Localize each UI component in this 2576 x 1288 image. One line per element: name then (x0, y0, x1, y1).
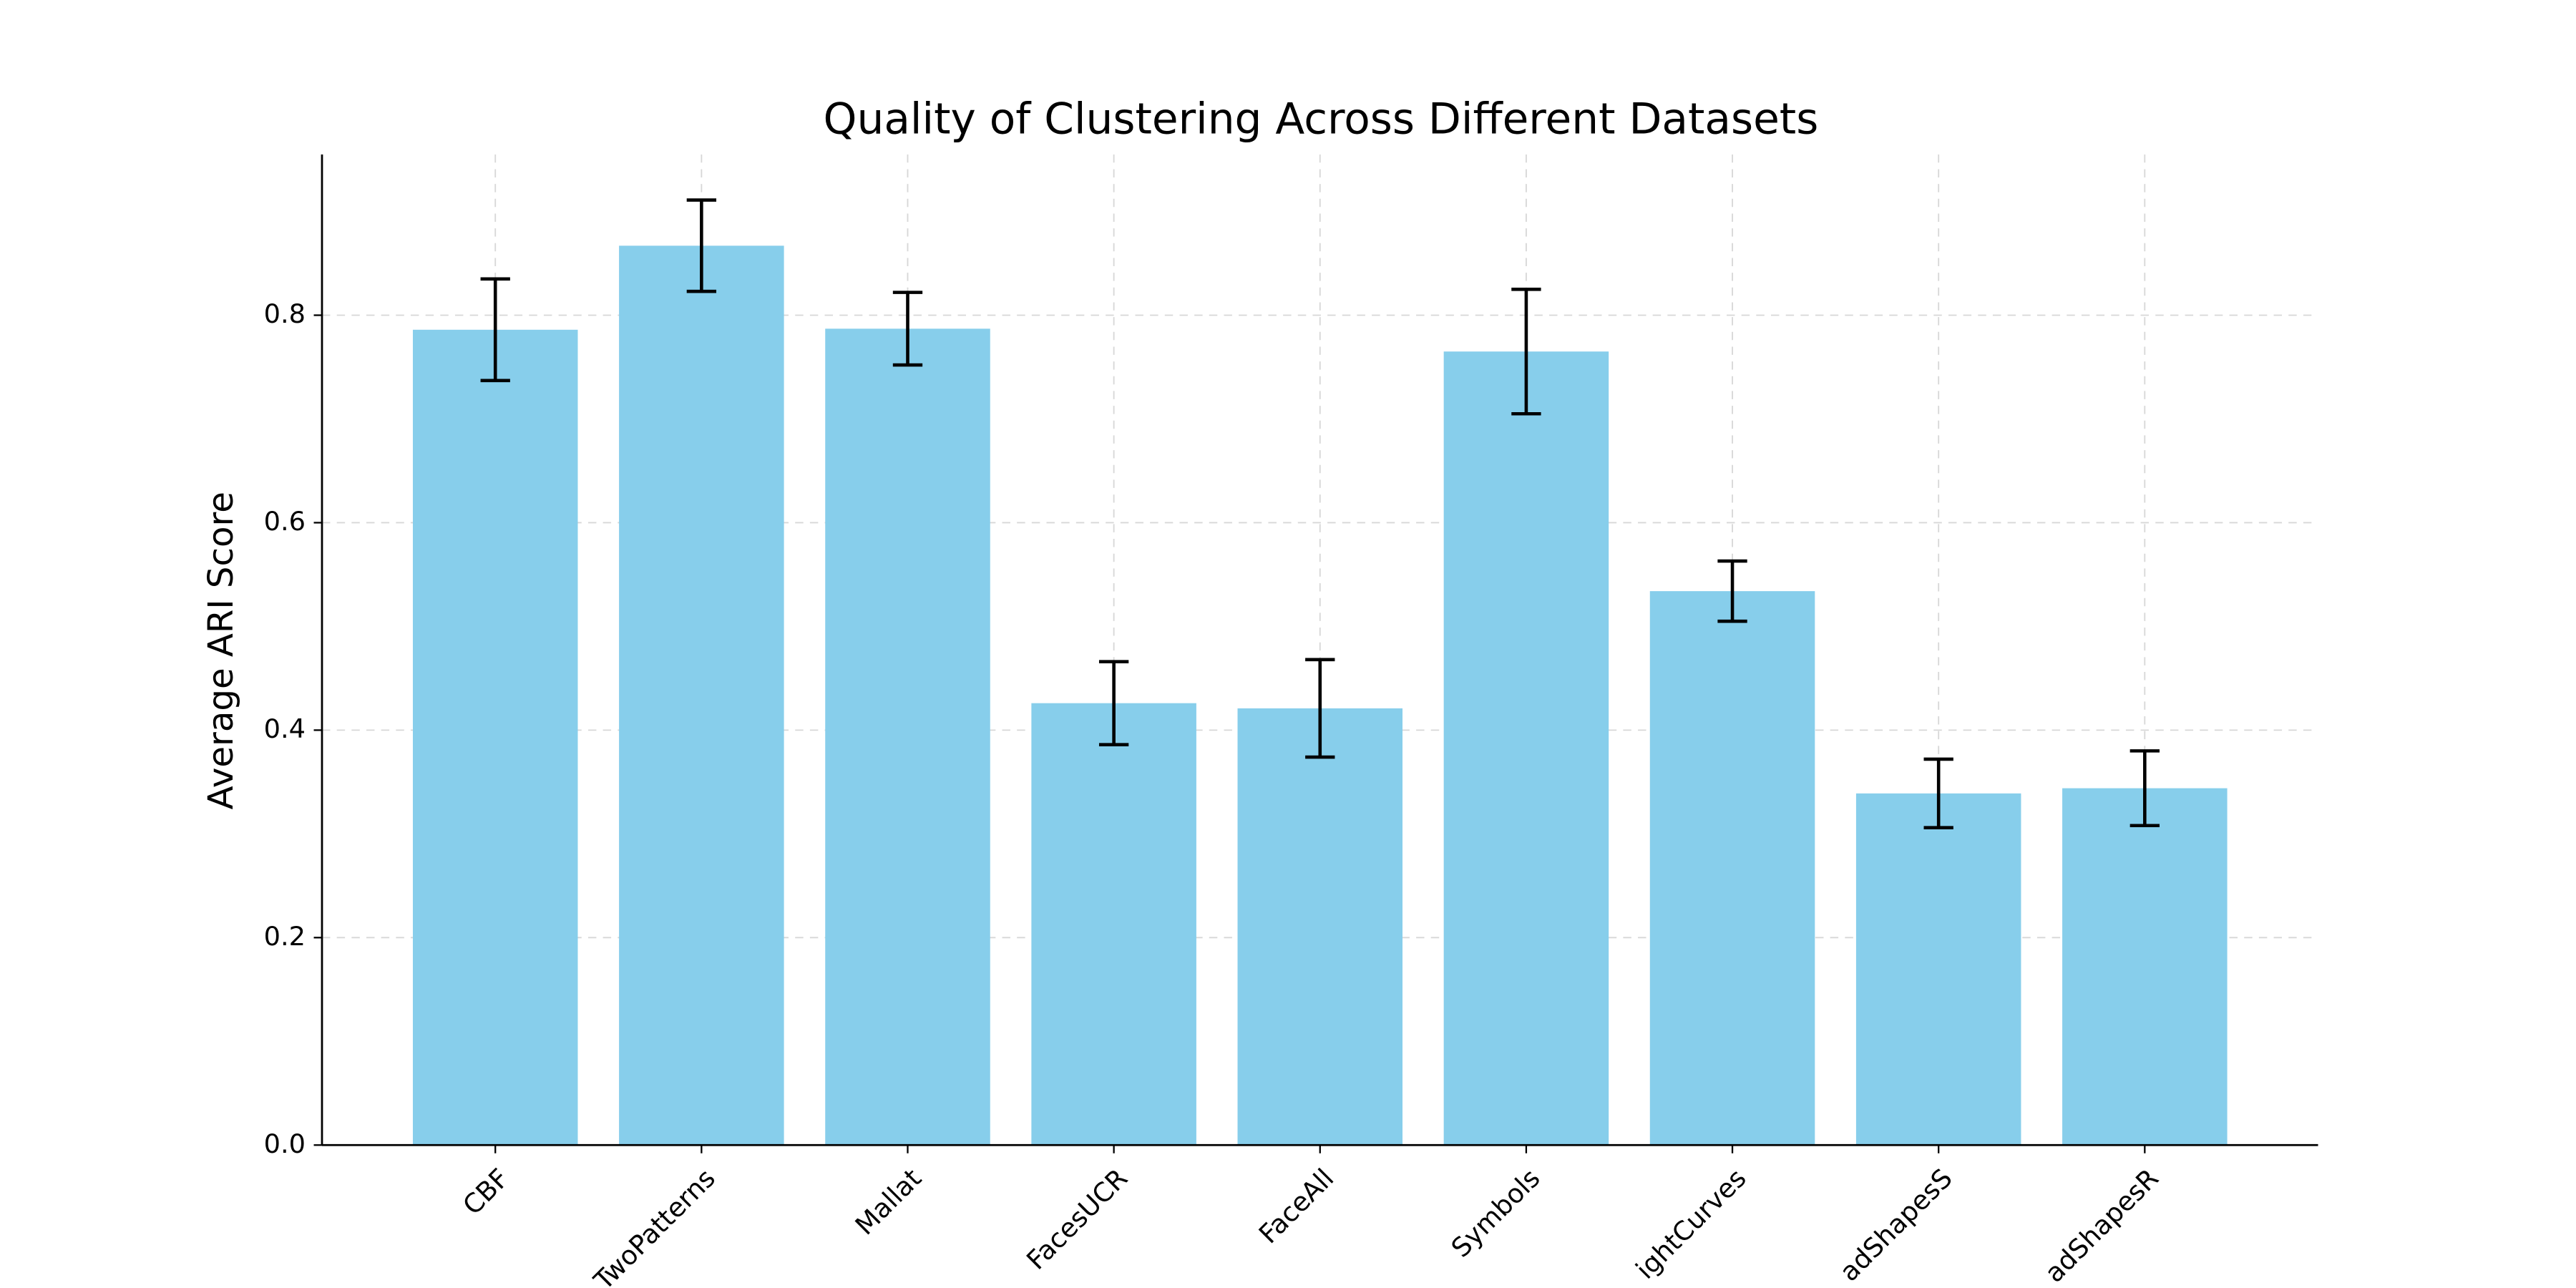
x-tick-label: TwoPatterns (587, 1163, 721, 1288)
y-tick-label: 0.0 (264, 1128, 306, 1159)
bar (1855, 793, 2021, 1146)
x-tick-label: Mallat (849, 1163, 927, 1241)
bar (1443, 351, 1609, 1146)
x-tick-label: FacesUCR (1020, 1163, 1133, 1276)
x-tick-label: CBF (457, 1163, 514, 1221)
x-tick-label: adShapesS (1834, 1163, 1958, 1287)
bar (412, 329, 578, 1146)
y-axis-label: Average ARI Score (201, 492, 241, 809)
y-tick-label: 0.4 (264, 713, 306, 744)
bar (619, 245, 784, 1146)
y-tick-label: 0.2 (264, 921, 306, 952)
y-tick-label: 0.6 (264, 506, 306, 537)
chart-title: Quality of Clustering Across Different D… (824, 94, 1819, 144)
bar (2062, 788, 2228, 1146)
x-tick-label: ightCurves (1630, 1163, 1752, 1285)
bar (1649, 591, 1815, 1146)
bar (825, 328, 990, 1146)
x-tick-label: adShapesR (2039, 1163, 2165, 1288)
bar (1237, 708, 1403, 1146)
x-tick-label: Symbols (1445, 1163, 1546, 1264)
x-tick-label: FaceAll (1253, 1163, 1340, 1249)
y-tick-label: 0.8 (264, 298, 306, 329)
chart-area: Quality of Clustering Across Different D… (201, 94, 2318, 1288)
bar (1031, 703, 1196, 1146)
